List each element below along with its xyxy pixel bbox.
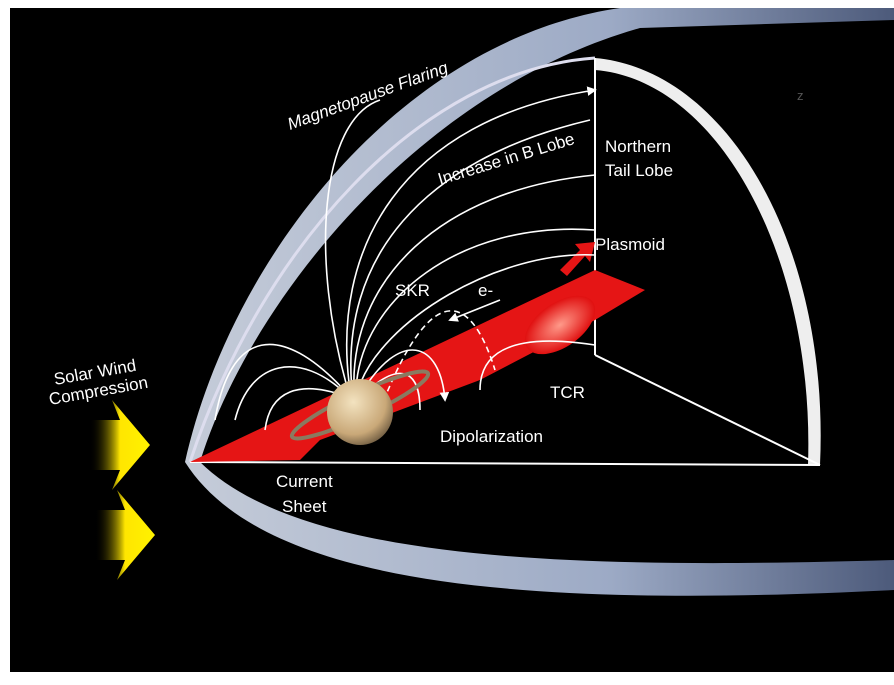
label: e-	[478, 281, 493, 300]
plasmoid-shape	[524, 295, 596, 355]
axis-line	[594, 354, 821, 466]
inner-boundary	[188, 56, 596, 463]
plasmoid-arrow	[560, 242, 595, 276]
label: Tail Lobe	[605, 161, 673, 180]
label: Dipolarization	[440, 427, 543, 446]
label: Current	[276, 472, 333, 491]
magnetopause	[185, 8, 894, 596]
solar-wind-arrow	[95, 490, 155, 580]
axis-line	[189, 461, 821, 466]
corner-mark: z	[797, 88, 804, 103]
label: Northern	[605, 137, 671, 156]
label: TCR	[550, 383, 585, 402]
current-sheet	[190, 270, 645, 462]
label: SKR	[395, 281, 430, 300]
solar-wind-arrow	[90, 400, 150, 490]
label: Sheet	[282, 497, 327, 516]
field-lines	[214, 86, 597, 431]
saturn	[327, 379, 393, 445]
label: Plasmoid	[595, 235, 665, 254]
